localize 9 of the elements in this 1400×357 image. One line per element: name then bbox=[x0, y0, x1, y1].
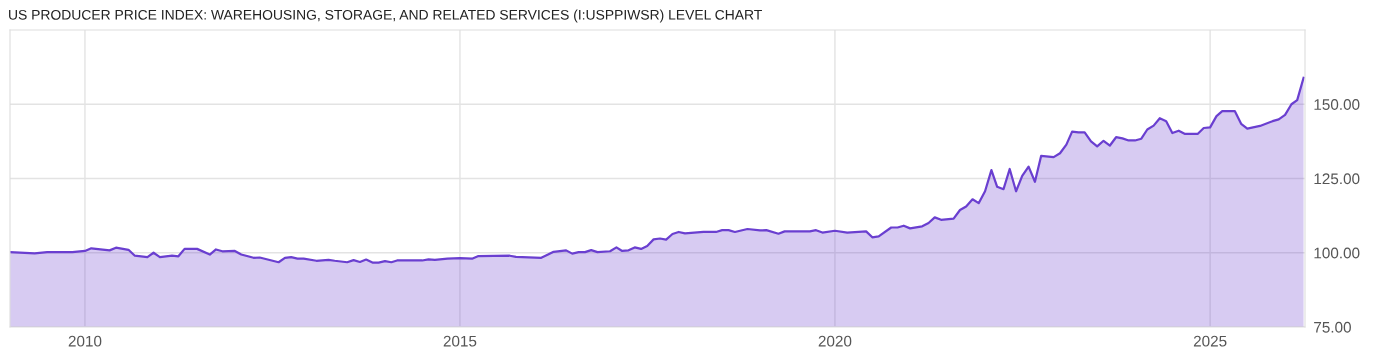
chart-title: US PRODUCER PRICE INDEX: WAREHOUSING, STORAGE, AND RELATED SERVICES (I:USPPIWSR) LEVEL CHART bbox=[9, 9, 762, 23]
y-tick-label: 75.00 bbox=[1314, 321, 1351, 333]
y-tick-label: 150.00 bbox=[1314, 99, 1360, 110]
y-tick-label: 100.00 bbox=[1314, 247, 1360, 259]
x-tick-label: 2025 bbox=[1193, 335, 1227, 347]
y-tick-label: 125.00 bbox=[1314, 173, 1360, 185]
x-tick-label: 2020 bbox=[818, 335, 852, 347]
x-tick-label: 2015 bbox=[443, 335, 477, 347]
x-tick-label: 2010 bbox=[68, 335, 102, 347]
